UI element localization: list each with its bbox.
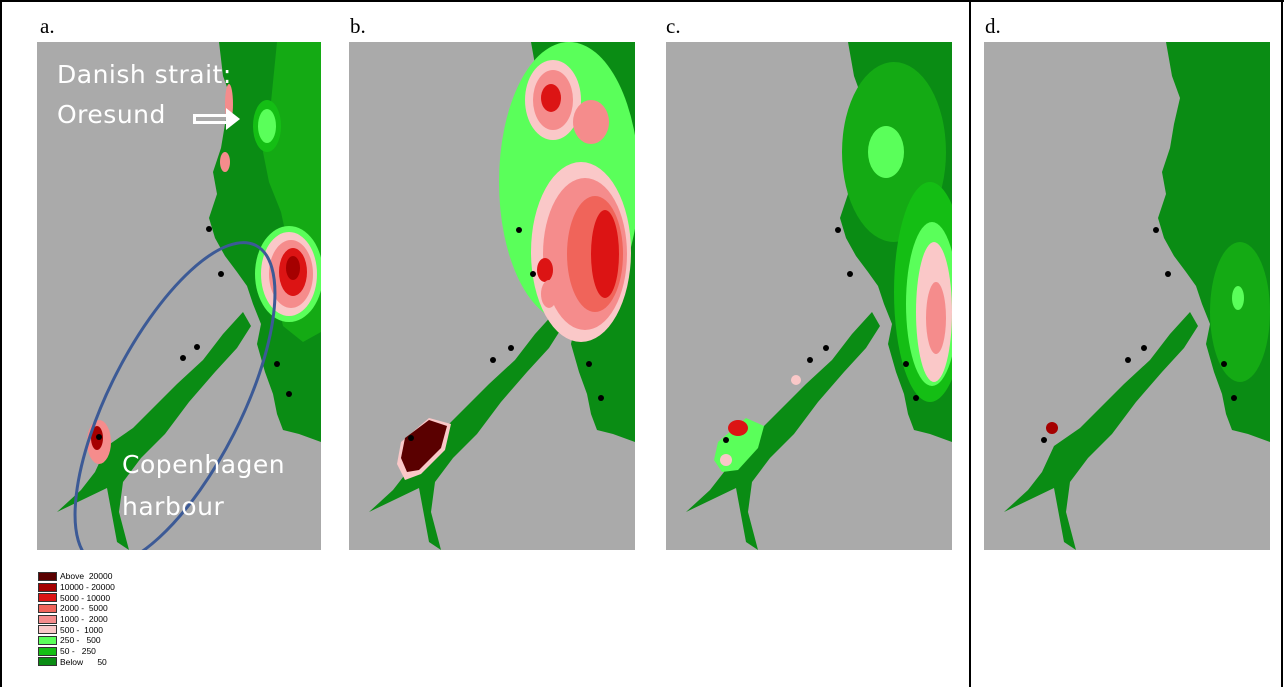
legend-label: 250 - 500 <box>60 635 101 646</box>
legend-row: 1000 - 2000 <box>38 614 178 625</box>
legend-row: 250 - 500 <box>38 635 178 646</box>
legend-label: 50 - 250 <box>60 646 96 657</box>
panel-b-label: b. <box>350 14 366 38</box>
legend-row: Below 50 <box>38 657 178 668</box>
legend-swatch <box>38 571 57 581</box>
legend-swatch <box>38 657 57 667</box>
table-divider <box>969 0 971 687</box>
legend-row: 2000 - 5000 <box>38 603 178 614</box>
legend-label: 1000 - 2000 <box>60 614 108 625</box>
map-panel-a <box>37 42 321 550</box>
map-legend: Above 20000 10000 - 20000 5000 - 10000 2… <box>38 571 178 667</box>
legend-label: Above 20000 <box>60 571 113 582</box>
panel-d-label: d. <box>985 14 1001 38</box>
legend-label: 10000 - 20000 <box>60 582 115 593</box>
legend-row: Above 20000 <box>38 571 178 582</box>
panel-a-label: a. <box>40 14 55 38</box>
legend-swatch <box>38 646 57 656</box>
harbour-label-line1: Copenhagen <box>122 450 286 479</box>
legend-swatch <box>38 614 57 624</box>
table-border-top <box>0 0 1284 2</box>
map-panel-c <box>666 42 952 550</box>
legend-swatch <box>38 603 57 613</box>
legend-row: 5000 - 10000 <box>38 592 178 603</box>
harbour-label-line2: harbour <box>122 492 225 521</box>
legend-row: 50 - 250 <box>38 646 178 657</box>
panel-c-label: c. <box>666 14 681 38</box>
strait-label-line2: Oresund <box>57 100 166 129</box>
legend-label: 5000 - 10000 <box>60 592 111 603</box>
legend-row: 10000 - 20000 <box>38 582 178 593</box>
table-border-left <box>0 0 2 687</box>
arrow-icon <box>193 114 227 124</box>
strait-label-line1: Danish strait: <box>57 60 232 89</box>
table-border-right <box>1281 0 1283 687</box>
legend-swatch <box>38 593 57 603</box>
map-panel-d <box>984 42 1270 550</box>
map-panel-b <box>349 42 635 550</box>
legend-label: 500 - 1000 <box>60 624 104 635</box>
legend-row: 500 - 1000 <box>38 624 178 635</box>
legend-swatch <box>38 635 57 645</box>
legend-label: 2000 - 5000 <box>60 603 108 614</box>
legend-swatch <box>38 625 57 635</box>
legend-label: Below 50 <box>60 656 107 667</box>
arrow-head-icon <box>226 108 240 130</box>
legend-swatch <box>38 582 57 592</box>
